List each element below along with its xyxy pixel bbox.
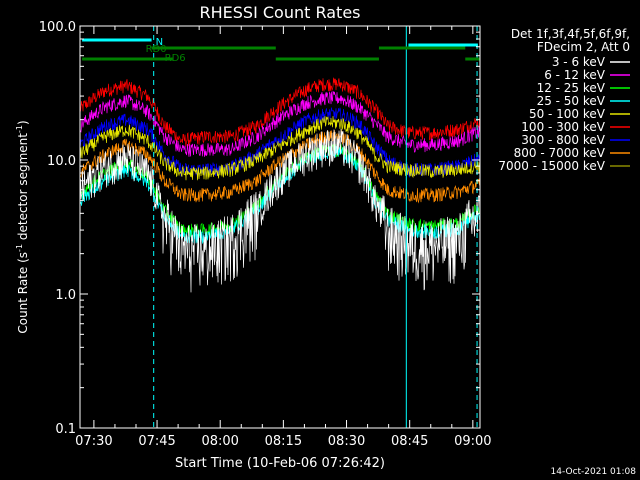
trace-3 [79, 116, 481, 181]
flag-label-0: N [156, 37, 163, 48]
trace-6 [79, 145, 481, 244]
legend-label-4: 50 - 100 keV [529, 107, 606, 121]
legend-header-line2: FDecim 2, Att 0 [537, 40, 630, 54]
x-tick-label: 08:15 [265, 434, 302, 449]
legend-label-1: 6 - 12 keV [544, 68, 606, 82]
plot-frame [79, 25, 481, 429]
y-axis-label-main: Count Rate (s [16, 252, 30, 334]
chart-title: RHESSI Count Rates [200, 3, 361, 22]
legend-label-6: 300 - 800 keV [521, 133, 605, 147]
x-tick-label: 09:00 [454, 434, 491, 449]
x-axis-ticks: 07:30 07:45 08:00 08:15 08:30 08:45 09:00 [75, 26, 492, 449]
trace-0 [79, 77, 481, 147]
flag-label-2: RD0 [146, 44, 167, 55]
legend-label-3: 25 - 50 keV [537, 94, 606, 108]
trace-1 [79, 90, 481, 157]
data-traces [79, 77, 481, 293]
footer-date: 14-Oct-2021 01:08 [551, 467, 637, 477]
flag-label-3: RD6 [165, 53, 186, 64]
legend-label-5: 100 - 300 keV [521, 120, 605, 134]
y-tick-label: 10.0 [47, 154, 76, 169]
y-axis-label-sup2: -1 [15, 125, 24, 133]
y-axis-ticks: 0.1 1.0 10.0 100.0 [39, 20, 480, 437]
legend-header-line1: Det 1f,3f,4f,5f,6f,9f, [511, 27, 630, 41]
x-tick-label: 08:30 [328, 434, 365, 449]
legend-label-7: 800 - 7000 keV [514, 146, 606, 160]
y-tick-label: 0.1 [55, 422, 76, 437]
x-axis-label: Start Time (10-Feb-06 07:26:42) [175, 456, 385, 471]
legend-label-2: 12 - 25 keV [537, 81, 606, 95]
x-tick-label: 07:45 [138, 434, 175, 449]
legend-label-8: 7000 - 15000 keV [498, 159, 605, 173]
x-tick-label: 07:30 [75, 434, 112, 449]
trace-7 [79, 128, 481, 293]
legend-label-0: 3 - 6 keV [552, 55, 606, 69]
y-axis-label-end: ) [16, 120, 30, 125]
y-axis-label: Count Rate (s-1 detector segment-1) [15, 120, 30, 333]
y-axis-label-mid: detector segment [16, 133, 30, 244]
trace-5 [79, 143, 481, 238]
y-tick-label: 100.0 [39, 20, 76, 35]
y-tick-label: 1.0 [55, 288, 76, 303]
x-tick-label: 08:00 [201, 434, 238, 449]
x-tick-label: 08:45 [391, 434, 428, 449]
y-axis-label-sup1: -1 [15, 244, 24, 252]
